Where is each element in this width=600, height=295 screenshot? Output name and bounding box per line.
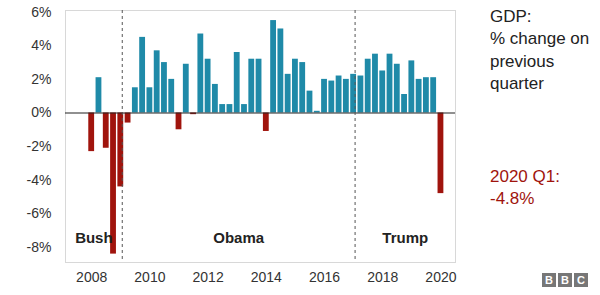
svg-text:2%: 2% [31, 71, 51, 87]
html-text:C: C [577, 274, 585, 286]
svg-text:-8%: -8% [27, 239, 52, 255]
svg-text:-6%: -6% [27, 205, 52, 221]
svg-text:2016: 2016 [309, 269, 340, 285]
svg-text:2018: 2018 [367, 269, 398, 285]
svg-text:-2%: -2% [27, 138, 52, 154]
svg-text:4%: 4% [31, 37, 51, 53]
svg-text:2010: 2010 [134, 269, 165, 285]
html-text:GDP: % change on previous quar: GDP: % change on previous quarter [490, 7, 590, 94]
svg-text:0%: 0% [31, 104, 51, 120]
html-text:2020 Q1: -4.8%: 2020 Q1: -4.8% [490, 167, 560, 209]
svg-text:Obama: Obama [213, 229, 265, 246]
html-text:B: B [561, 274, 569, 286]
svg-text:2008: 2008 [76, 269, 107, 285]
svg-text:2012: 2012 [193, 269, 224, 285]
svg-text:Trump: Trump [382, 229, 428, 246]
svg-text:2020: 2020 [425, 269, 456, 285]
svg-text:2014: 2014 [251, 269, 282, 285]
svg-text:6%: 6% [31, 4, 51, 20]
svg-text:Bush: Bush [75, 229, 113, 246]
svg-text:-4%: -4% [27, 172, 52, 188]
html-text:B: B [545, 274, 553, 286]
